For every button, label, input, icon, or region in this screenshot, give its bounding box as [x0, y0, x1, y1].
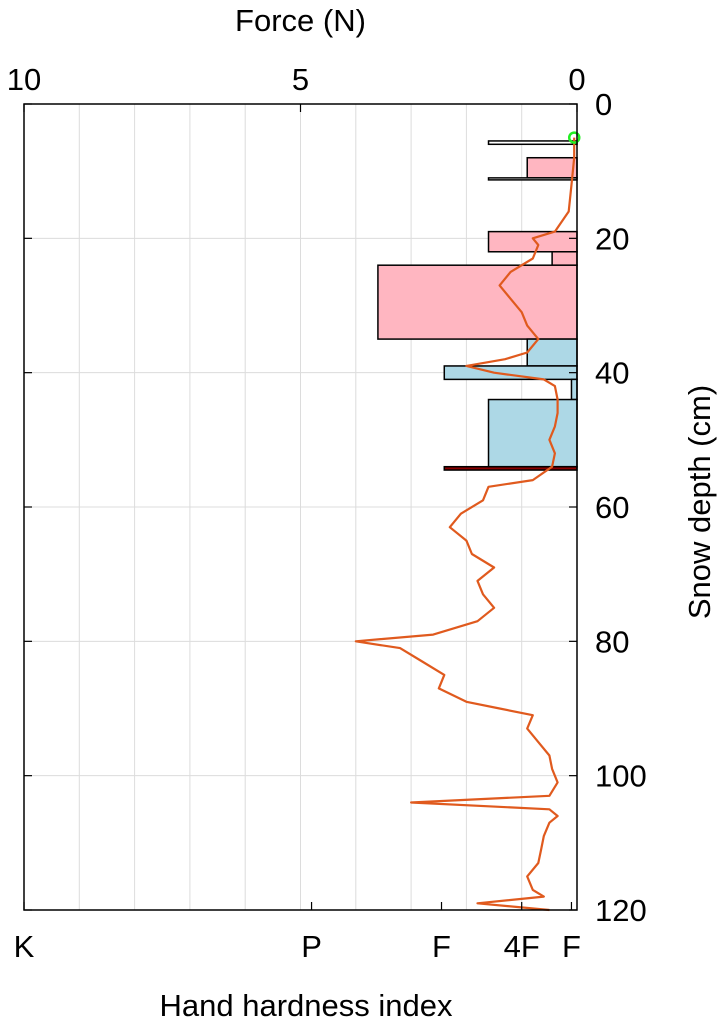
right-tick-label-4: 80 [595, 624, 629, 659]
bottom-tick-label-3: 4F [504, 929, 540, 964]
hardness-layer-4 [551, 251, 578, 266]
right-tick-label-2: 40 [595, 356, 629, 391]
hardness-layer-2 [487, 177, 578, 181]
grid [24, 104, 577, 910]
top-tick-label-1: 5 [292, 62, 309, 97]
axis-tick-labels: 10 5 00 20 40 60 80 100 120 K P F 4F F [7, 62, 647, 964]
force-series-line-0 [354, 137, 576, 912]
bottom-axis-label: Hand hardness index [160, 988, 453, 1023]
right-tick-label-1: 20 [595, 221, 629, 256]
bottom-tick-label-2: F [432, 929, 451, 964]
right-tick-label-5: 100 [595, 759, 647, 794]
top-tick-label-0: 10 [7, 62, 41, 97]
axis-ticks [23, 103, 578, 911]
force-series [354, 137, 576, 912]
right-tick-label-6: 120 [595, 893, 647, 928]
bottom-tick-label-0: K [14, 929, 35, 964]
right-tick-label-3: 60 [595, 490, 629, 525]
hardness-layer-10 [443, 465, 578, 471]
hardness-layer-0 [487, 140, 578, 146]
right-tick-label-0: 0 [595, 87, 612, 122]
surface-marker-group [567, 131, 581, 144]
right-axis-label: Snow depth (cm) [682, 385, 717, 619]
hardness-layers [377, 140, 578, 471]
top-tick-label-2: 0 [568, 62, 585, 97]
hardness-layer-5 [377, 264, 578, 340]
surface-marker [567, 131, 581, 144]
hardness-layer-1 [526, 156, 578, 179]
bottom-tick-label-1: P [301, 929, 322, 964]
hardness-layer-7 [443, 365, 578, 381]
top-axis-label: Force (N) [235, 3, 366, 38]
hardness-layer-8 [570, 378, 578, 401]
hardness-layer-9 [487, 398, 578, 468]
bottom-tick-label-4: F [562, 929, 581, 964]
hardness-layer-3 [487, 230, 578, 253]
